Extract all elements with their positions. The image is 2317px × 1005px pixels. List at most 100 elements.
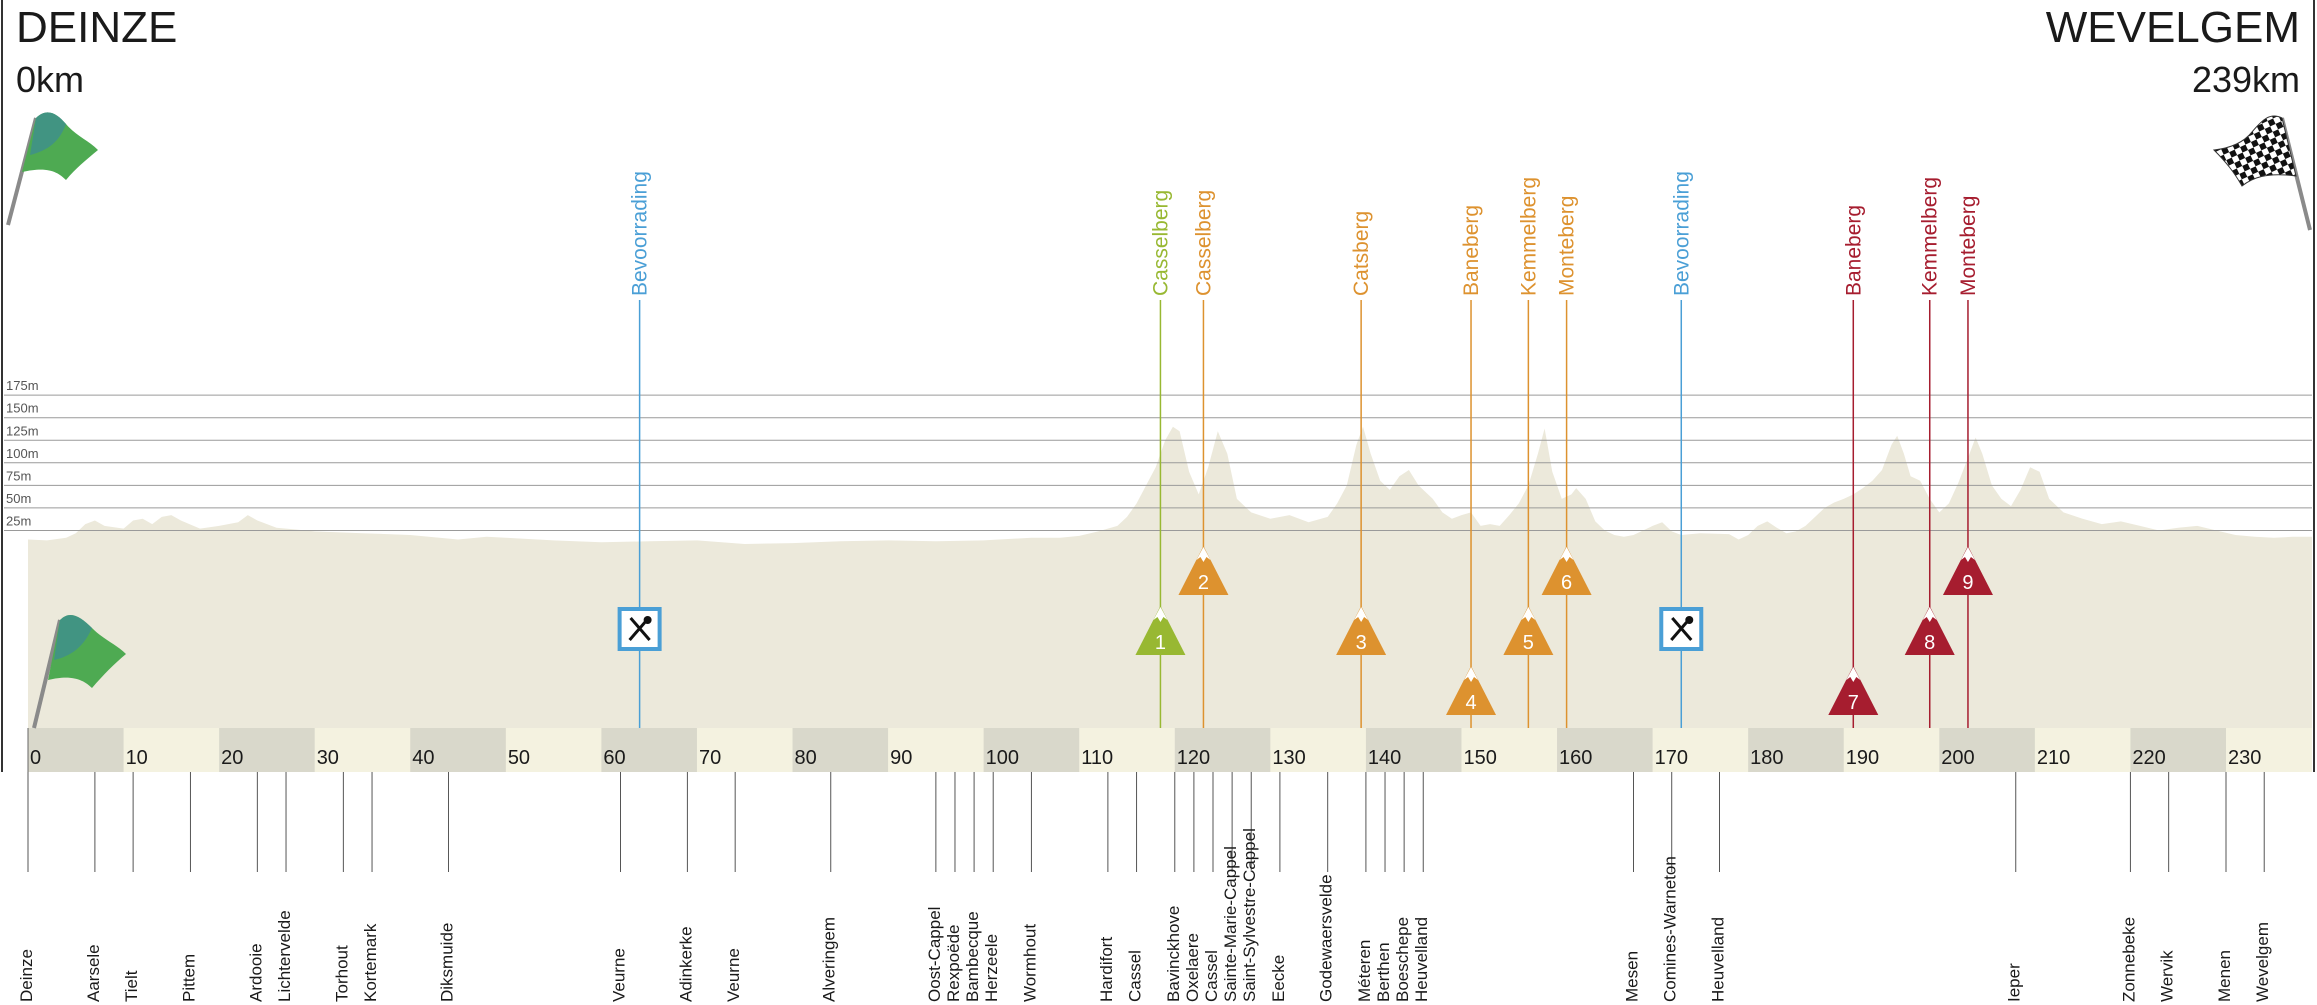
place-label: Bavinckhove [1164, 906, 1183, 1002]
place-label: Kortemark [361, 923, 380, 1002]
climb-number: 7 [1848, 692, 1859, 714]
place-label: Hardifort [1097, 937, 1116, 1002]
place-label: Heuvelland [1708, 917, 1727, 1002]
place-label: Heuvelland [1412, 917, 1431, 1002]
green-flag-lower-icon [32, 614, 126, 729]
start-distance: 0km [16, 59, 84, 100]
checkered-finish-flag-icon [2212, 115, 2312, 231]
x-tick-label: 90 [890, 747, 912, 769]
place-label: Diksmuide [437, 923, 456, 1002]
place-label: Aarsele [84, 944, 103, 1002]
x-tick-label: 230 [2228, 747, 2261, 769]
place-label: Cassel [1126, 950, 1145, 1002]
climb-mountain-icon: 6 [1541, 546, 1592, 595]
climb-number: 2 [1198, 572, 1209, 594]
climb-label: Casselberg [1149, 190, 1172, 296]
x-tick-label: 150 [1463, 747, 1496, 769]
km-strip [28, 728, 2312, 772]
mountain-shape [1503, 606, 1554, 655]
x-tick-label: 190 [1846, 747, 1879, 769]
place-label: Deinze [17, 949, 36, 1002]
km-strip-band [792, 728, 889, 772]
km-strip-band [219, 728, 315, 772]
x-tick-label: 180 [1750, 747, 1783, 769]
fork-head [643, 616, 652, 624]
place-label: Berthen [1374, 942, 1393, 1002]
y-tick-label: 150m [6, 401, 39, 416]
x-tick-label: 30 [317, 747, 339, 769]
finish-city: WEVELGEM [2046, 3, 2300, 52]
place-label: Boeschepe [1393, 917, 1412, 1002]
place-label: Torhout [332, 945, 351, 1002]
place-label: Méteren [1355, 940, 1374, 1002]
x-tick-label: 170 [1655, 747, 1688, 769]
km-strip-band [601, 728, 697, 772]
place-label: Godewaersvelde [1317, 874, 1336, 1002]
mountain-snowcap [1354, 607, 1369, 622]
mountain-shape [1135, 606, 1186, 655]
flag-pole [32, 619, 62, 729]
chart-layer: 25m 50m 75m 100m 125m 150m 175m 0 10 20 30 40 50 60 70… [4, 171, 2312, 1002]
km-strip-band [1939, 728, 2035, 772]
x-tick-label: 220 [2132, 747, 2165, 769]
climb-label: Casselberg [1192, 190, 1215, 296]
climb-mountain-icon: 8 [1904, 606, 1955, 655]
start-city: DEINZE [16, 3, 177, 52]
y-tick-label: 25m [6, 513, 31, 528]
mountain-snowcap [1960, 547, 1975, 562]
place-label: Sainte-Marie-Cappel [1221, 846, 1240, 1002]
place-label: Oost-Cappel [925, 907, 944, 1002]
x-tick-label: 210 [2037, 747, 2070, 769]
climb-mountain-icon: 4 [1446, 666, 1497, 715]
x-tick-label: 130 [1272, 747, 1305, 769]
climb-mountain-icon: 5 [1503, 606, 1554, 655]
fork-head [1685, 616, 1694, 624]
climb-mountain-icon: 1 [1135, 606, 1186, 655]
place-label: Eecke [1269, 955, 1288, 1002]
place-label: Oxelaere [1183, 933, 1202, 1002]
place-label: Pittem [179, 954, 198, 1002]
mountain-shape [1541, 546, 1592, 595]
climb-label: Catsberg [1350, 211, 1373, 296]
place-label: Cassel [1202, 950, 1221, 1002]
climb-label: Monteberg [1556, 196, 1579, 296]
fork-knife-icon [1659, 607, 1704, 651]
mountain-shape [1828, 666, 1879, 715]
climb-mountain-icon: 9 [1942, 546, 1993, 595]
place-label: Wevelgem [2253, 922, 2272, 1002]
climb-number: 8 [1924, 632, 1935, 654]
mountain-snowcap [1559, 547, 1574, 562]
x-tick-label: 60 [603, 747, 625, 769]
mountain-snowcap [1846, 667, 1861, 682]
climb-label: Baneberg [1460, 205, 1483, 296]
climb-label: Kemmelberg [1919, 177, 1942, 296]
climb-mountain-icon: 7 [1828, 666, 1879, 715]
x-tick-label: 80 [795, 747, 817, 769]
km-strip-band [2130, 728, 2226, 772]
mountain-shape [1904, 606, 1955, 655]
climb-label: Kemmelberg [1517, 177, 1540, 296]
climb-mountain-icon: 2 [1178, 546, 1229, 595]
elevation-profile-area [28, 426, 2312, 728]
place-label: Bambecque [963, 911, 982, 1002]
km-strip-band [1748, 728, 1844, 772]
x-tick-label: 0 [30, 747, 41, 769]
green-start-flag-icon [6, 112, 98, 226]
x-tick-label: 160 [1559, 747, 1592, 769]
mountain-snowcap [1196, 547, 1211, 562]
place-label: Ardooie [246, 943, 265, 1002]
x-tick-label: 10 [126, 747, 148, 769]
x-tick-label: 140 [1368, 747, 1401, 769]
y-tick-label: 100m [6, 446, 39, 461]
y-tick-label: 175m [6, 378, 39, 393]
fork-knife-icon [617, 607, 662, 651]
finish-distance: 239km [2192, 59, 2300, 100]
climb-mountain-icon: 3 [1336, 606, 1387, 655]
km-strip-band [1365, 728, 1462, 772]
place-label: Veurne [610, 948, 629, 1002]
y-tick-label: 75m [6, 468, 31, 483]
climb-number: 9 [1962, 572, 1973, 594]
climb-label: Baneberg [1842, 205, 1865, 296]
y-tick-label: 50m [6, 491, 31, 506]
